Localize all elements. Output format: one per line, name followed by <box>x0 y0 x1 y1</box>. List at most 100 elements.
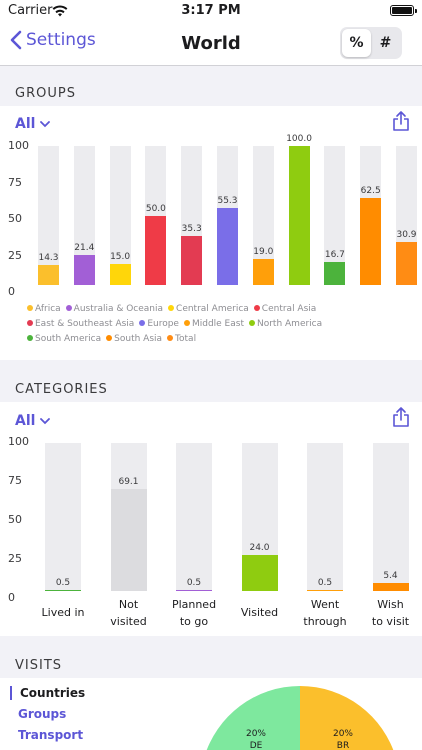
groups-bar-track: 16.7 <box>324 146 346 285</box>
legend-dot-icon <box>27 335 33 341</box>
groups-bar-value-label: 19.0 <box>253 246 274 257</box>
legend-item: East & Southeast Asia <box>27 317 134 332</box>
categories-y-tick-25: 25 <box>8 552 22 565</box>
categories-y-tick-50: 50 <box>8 513 22 526</box>
categories-bar <box>45 589 81 591</box>
categories-bar-value-label: 0.5 <box>55 577 71 588</box>
legend-label: Africa <box>35 304 61 314</box>
category-axis-label: Not <box>118 598 139 611</box>
categories-bar <box>110 488 147 591</box>
categories-y-tick-0: 0 <box>8 591 15 604</box>
category-axis-label: Lived in <box>41 606 85 619</box>
groups-y-tick-100: 100 <box>8 139 29 152</box>
legend-dot-icon <box>27 320 33 326</box>
groups-bar-value-label: 21.4 <box>74 243 95 254</box>
categories-bar-track: 0.5 <box>307 443 343 591</box>
categories-bar-track: 5.4 <box>372 443 409 591</box>
groups-bar <box>38 265 59 285</box>
legend-label: East & Southeast Asia <box>35 319 135 329</box>
legend-label: South America <box>35 334 102 344</box>
categories-bar-value-label: 5.4 <box>383 571 398 582</box>
groups-y-tick-0: 0 <box>8 285 15 298</box>
groups-bar-track: 55.3 <box>217 146 238 285</box>
categories-bar-track: 69.1 <box>110 443 147 591</box>
groups-bar-track: 62.5 <box>360 146 382 285</box>
groups-bar <box>181 235 203 285</box>
legend-item: South Asia <box>106 332 162 347</box>
categories-section-header: CATEGORIES <box>15 382 108 397</box>
categories-bar-track: 24.0 <box>241 443 278 591</box>
back-button[interactable]: Settings <box>10 30 96 50</box>
category-axis-label: Visited <box>240 606 279 619</box>
categories-bar <box>372 583 409 591</box>
legend-label: Central Asia <box>261 304 317 314</box>
categories-bar-value-label: 69.1 <box>118 476 139 487</box>
groups-legend: Africa Australia & Oceania Central America… <box>27 302 387 347</box>
legend-dot-icon <box>253 305 260 311</box>
groups-bar-value-label: 100.0 <box>286 134 312 144</box>
legend-dot-icon <box>168 305 175 311</box>
legend-dot-icon <box>167 335 174 341</box>
categories-y-tick-100: 100 <box>8 435 29 448</box>
chevron-down-icon <box>40 120 51 127</box>
legend-label: Total <box>175 334 197 344</box>
category-axis-label: to visit <box>371 615 410 628</box>
clock-time: 3:17 PM <box>181 3 241 18</box>
groups-bar-track: 21.4 <box>73 146 95 285</box>
groups-bar-track: 15.0 <box>109 146 131 285</box>
categories-filter-dropdown[interactable]: All <box>15 413 51 429</box>
groups-bar-track: 14.3 <box>38 146 59 285</box>
pie-slice-de <box>206 686 300 750</box>
legend-item: Total <box>167 332 196 347</box>
categories-share-button[interactable] <box>392 406 410 432</box>
groups-bar-track: 100.0 <box>286 134 312 285</box>
groups-bar <box>252 258 274 285</box>
category-axis-label: through <box>303 615 347 628</box>
visits-pie-chart <box>206 686 394 750</box>
groups-bar-track: 50.0 <box>145 146 167 285</box>
categories-bar-track: 0.5 <box>45 443 81 591</box>
category-axis-label: Planned <box>171 598 217 611</box>
groups-bar <box>217 208 238 285</box>
groups-bar-value-label: 15.0 <box>110 252 131 263</box>
categories-bar-value-label: 0.5 <box>186 577 202 588</box>
legend-label: Europe <box>147 319 179 329</box>
groups-card <box>0 106 422 360</box>
legend-item: Africa <box>27 302 61 317</box>
count-segment[interactable]: # <box>379 35 392 51</box>
category-axis-label: to go <box>179 615 209 628</box>
category-axis-label: visited <box>110 615 147 628</box>
groups-bar-track: 30.9 <box>396 146 417 285</box>
legend-label: Central America <box>176 304 249 314</box>
legend-label: North America <box>256 319 323 329</box>
groups-share-button[interactable] <box>392 110 410 136</box>
legend-dot-icon <box>106 335 113 341</box>
groups-filter-dropdown[interactable]: All <box>15 116 51 132</box>
mode-segmented-control[interactable]: % # <box>340 27 402 59</box>
share-icon <box>393 407 409 427</box>
groups-y-tick-75: 75 <box>8 175 22 189</box>
visits-tab-countries[interactable]: Countries <box>10 686 85 700</box>
pie-label-br-code: BR <box>336 741 350 750</box>
groups-bar-value-label: 55.3 <box>217 196 238 207</box>
groups-bar-value-label: 35.3 <box>181 223 202 234</box>
groups-bar-value-label: 30.9 <box>396 230 417 241</box>
pie-label-de-percent: 20% <box>245 729 266 739</box>
legend-item: Middle East <box>183 317 244 332</box>
visits-tab-list: Countries Groups Transport <box>10 686 85 749</box>
groups-bar <box>109 264 131 285</box>
percent-segment[interactable]: % <box>342 29 371 57</box>
visits-tab-transport[interactable]: Transport <box>18 728 84 742</box>
legend-dot-icon <box>183 320 190 326</box>
legend-item: Central Asia <box>253 302 317 317</box>
groups-bar <box>73 255 95 285</box>
categories-bar-value-label: 0.5 <box>317 577 333 588</box>
groups-y-tick-50: 50 <box>8 212 22 225</box>
visits-tab-groups[interactable]: Groups <box>18 707 67 721</box>
groups-bar <box>360 198 382 285</box>
category-axis-label: Wish <box>377 598 404 611</box>
visits-section-header: VISITS <box>15 658 63 673</box>
groups-bar-track: 35.3 <box>181 146 203 285</box>
pie-label-br: 20% BR <box>323 728 363 750</box>
legend-item: South America <box>27 332 101 347</box>
